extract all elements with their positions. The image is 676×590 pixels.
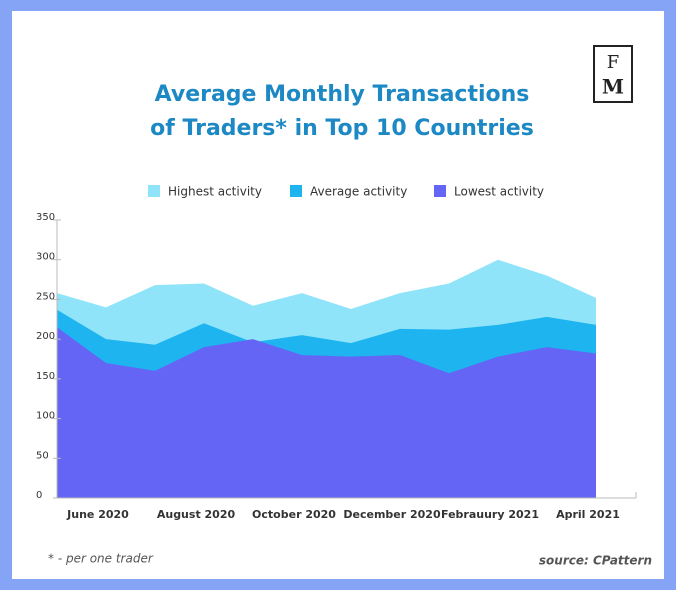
legend-swatch	[148, 185, 160, 197]
y-tick-label: 0	[36, 490, 42, 501]
source: source: CPattern	[539, 554, 652, 568]
legend-label: Highest activity	[168, 185, 262, 199]
logo-letter: F	[607, 52, 620, 73]
y-tick-label: 250	[36, 291, 55, 302]
chart-title: Average Monthly Transactions	[155, 82, 530, 107]
legend-swatch	[434, 185, 446, 197]
chart-title: of Traders* in Top 10 Countries	[150, 116, 534, 141]
x-tick-label: Febrauury 2021	[441, 508, 539, 521]
legend-swatch	[290, 185, 302, 197]
logo-box	[593, 45, 633, 103]
x-tick-label: December 2020	[343, 508, 441, 521]
logo-letter: M	[602, 75, 624, 99]
x-tick-label: October 2020	[252, 508, 336, 521]
legend-label: Lowest activity	[454, 185, 544, 199]
y-tick-label: 100	[36, 411, 55, 422]
y-tick-label: 150	[36, 371, 55, 382]
x-tick-label: June 2020	[66, 508, 129, 521]
x-tick-label: April 2021	[556, 508, 620, 521]
y-tick-label: 350	[36, 212, 55, 223]
area	[57, 327, 596, 498]
legend-label: Average activity	[310, 185, 407, 199]
y-tick-label: 300	[36, 252, 55, 263]
x-tick-label: August 2020	[157, 508, 236, 521]
y-tick-label: 200	[36, 331, 55, 342]
footnote: * - per one trader	[48, 552, 154, 566]
y-tick-label: 50	[36, 450, 49, 461]
